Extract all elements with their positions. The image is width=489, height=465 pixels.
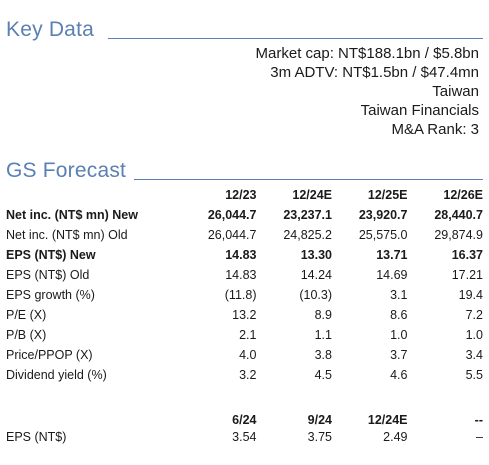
table-cell: 3.1 — [390, 288, 408, 302]
row-label: EPS growth (%) — [6, 288, 95, 302]
key-data-rule — [108, 38, 483, 39]
table-cell: 4.6 — [390, 368, 408, 382]
spacer-row — [6, 385, 483, 405]
quarter-header: 6/24 — [232, 413, 257, 427]
table-cell: 29,874.9 — [434, 228, 483, 242]
row-label: P/B (X) — [6, 328, 47, 342]
table-row: EPS (NT$) 3.54 3.75 2.49 – — [6, 427, 483, 447]
key-data-title: Key Data — [6, 18, 94, 41]
table-cell: 14.83 — [225, 268, 257, 282]
table-row: Dividend yield (%) 3.2 4.5 4.6 5.5 — [6, 365, 483, 385]
table-row: Net inc. (NT$ mn) Old 26,044.7 24,825.2 25,… — [6, 225, 483, 245]
forecast-header-row: 12/23 12/24E 12/25E 12/26E — [6, 185, 483, 205]
forecast-header: GS Forecast — [6, 155, 483, 185]
table-cell: 1.0 — [465, 328, 483, 342]
table-cell: (10.3) — [299, 288, 332, 302]
row-label: Dividend yield (%) — [6, 368, 107, 382]
table-cell: 28,440.7 — [434, 208, 483, 222]
table-cell: – — [476, 430, 483, 444]
table-cell: 2.1 — [239, 328, 257, 342]
table-cell: 3.2 — [239, 368, 257, 382]
table-cell: 3.4 — [465, 348, 483, 362]
quarter-header: -- — [474, 413, 483, 427]
table-cell: 23,920.7 — [358, 208, 408, 222]
quarterly-header-row: 6/24 9/24 12/24E -- — [6, 405, 483, 427]
table-cell: 14.83 — [225, 248, 257, 262]
table-cell: 3.54 — [232, 430, 257, 444]
table-cell: 8.6 — [390, 308, 408, 322]
table-cell: (11.8) — [224, 288, 257, 302]
table-cell: 3.7 — [390, 348, 408, 362]
table-cell: 14.69 — [376, 268, 408, 282]
table-cell: 24,825.2 — [283, 228, 332, 242]
row-label: Net inc. (NT$ mn) New — [6, 208, 138, 222]
header-blank — [6, 405, 181, 427]
row-label: EPS (NT$) New — [6, 248, 96, 262]
key-data-header: Key Data — [6, 14, 483, 44]
table-cell: 26,044.7 — [207, 208, 257, 222]
table-row: EPS growth (%) (11.8) (10.3) 3.1 19.4 — [6, 285, 483, 305]
row-label: Price/PPOP (X) — [6, 348, 93, 362]
quarter-header: 9/24 — [307, 413, 332, 427]
table-cell: 13.2 — [232, 308, 257, 322]
table-cell: 4.5 — [314, 368, 332, 382]
table-cell: 2.49 — [383, 430, 408, 444]
quarterly-body: EPS (NT$) 3.54 3.75 2.49 – — [6, 427, 483, 447]
column-header: 12/23 — [225, 188, 257, 202]
table-row: Net inc. (NT$ mn) New 26,044.7 23,237.1 23,… — [6, 205, 483, 225]
column-header: 12/26E — [443, 188, 483, 202]
table-cell: 8.9 — [314, 308, 332, 322]
row-label: EPS (NT$) Old — [6, 268, 90, 282]
table-row: EPS (NT$) New 14.83 13.30 13.71 16.37 — [6, 245, 483, 265]
ma-rank-line: M&A Rank: 3 — [391, 121, 479, 138]
country-line: Taiwan — [432, 83, 479, 100]
table-cell: 26,044.7 — [207, 228, 257, 242]
table-row: P/B (X) 2.1 1.1 1.0 1.0 — [6, 325, 483, 345]
forecast-body: Net inc. (NT$ mn) New 26,044.7 23,237.1 23,… — [6, 205, 483, 385]
table-cell: 14.24 — [300, 268, 332, 282]
sector-line: Taiwan Financials — [360, 102, 479, 119]
table-cell: 3.75 — [307, 430, 332, 444]
table-row: Price/PPOP (X) 4.0 3.8 3.7 3.4 — [6, 345, 483, 365]
table-cell: 5.5 — [465, 368, 483, 382]
table-cell: 17.21 — [451, 268, 483, 282]
row-label: P/E (X) — [6, 308, 47, 322]
key-data-lines: Market cap: NT$188.1bn / $5.8bn 3m ADTV:… — [256, 44, 479, 139]
forecast-table: 12/23 12/24E 12/25E 12/26E Net inc. (NT$… — [6, 185, 483, 447]
table-row: P/E (X) 13.2 8.9 8.6 7.2 — [6, 305, 483, 325]
row-label: EPS (NT$) — [6, 430, 67, 444]
forecast-title: GS Forecast — [6, 159, 127, 182]
table-cell: 1.1 — [314, 328, 332, 342]
adtv-line: 3m ADTV: NT$1.5bn / $47.4mn — [270, 64, 479, 81]
header-blank — [6, 185, 181, 205]
forecast-rule — [134, 179, 483, 180]
table-cell: 19.4 — [458, 288, 483, 302]
column-header: 12/25E — [367, 188, 408, 202]
table-cell: 13.71 — [376, 248, 408, 262]
table-row: EPS (NT$) Old 14.83 14.24 14.69 17.21 — [6, 265, 483, 285]
table-cell: 25,575.0 — [358, 228, 408, 242]
table-cell: 7.2 — [465, 308, 483, 322]
column-header: 12/24E — [292, 188, 332, 202]
table-cell: 1.0 — [390, 328, 408, 342]
table-cell: 23,237.1 — [283, 208, 332, 222]
quarter-header: 12/24E — [367, 413, 408, 427]
table-cell: 16.37 — [451, 248, 483, 262]
table-cell: 4.0 — [239, 348, 257, 362]
market-cap-line: Market cap: NT$188.1bn / $5.8bn — [255, 45, 479, 62]
table-cell: 3.8 — [314, 348, 332, 362]
row-label: Net inc. (NT$ mn) Old — [6, 228, 128, 242]
table-cell: 13.30 — [300, 248, 332, 262]
